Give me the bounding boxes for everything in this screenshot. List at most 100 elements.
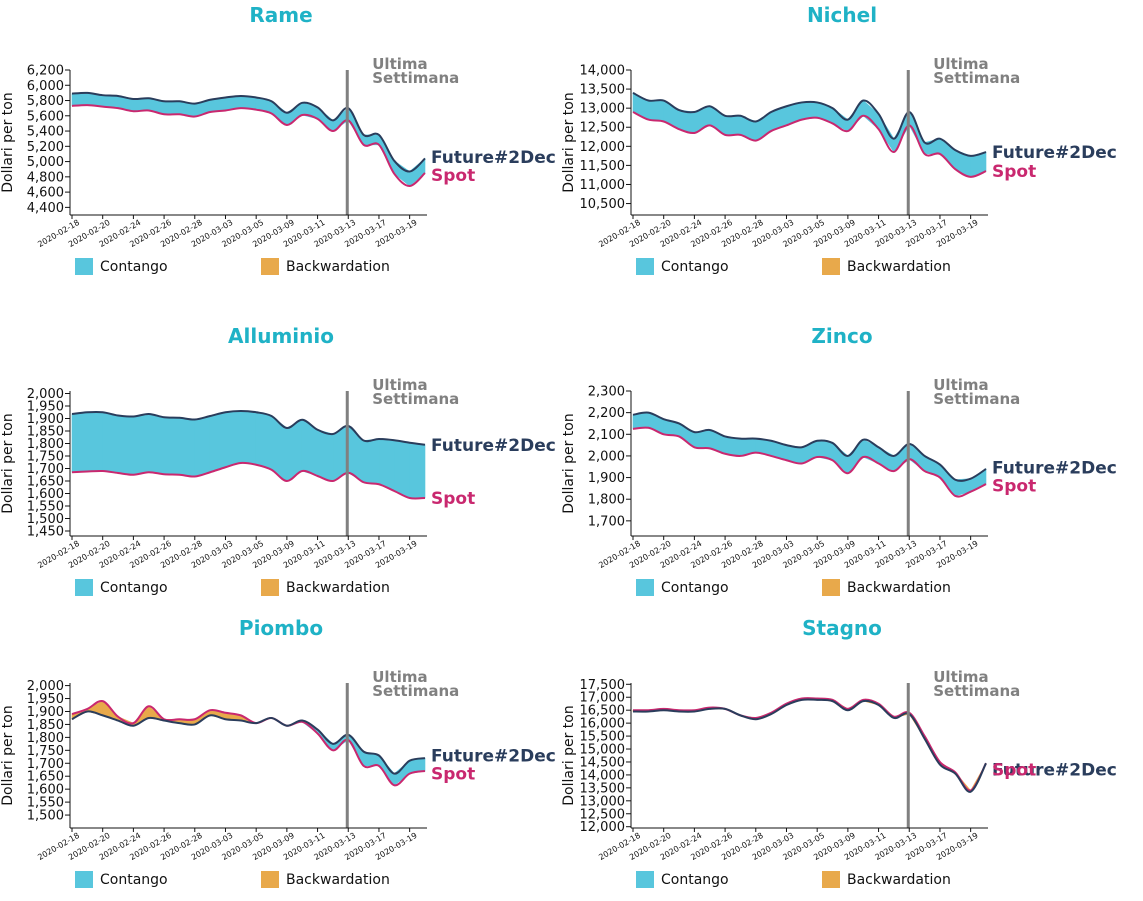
spot-line	[632, 426, 987, 498]
y-tick-label: 1,600	[27, 783, 64, 798]
y-tick-label: 1,500	[27, 809, 64, 824]
future-series-label: Future#2Dec	[431, 148, 556, 168]
contango-area	[102, 411, 119, 474]
legend-backwardation-swatch	[822, 871, 840, 888]
y-tick-label: 1,900	[27, 412, 64, 427]
spot-line	[632, 111, 987, 178]
y-tick-label: 1,700	[588, 514, 625, 529]
future-line	[71, 409, 426, 446]
y-axis-label: Dollari per ton	[561, 413, 577, 513]
y-tick-label: 17,000	[580, 691, 626, 706]
legend-backwardation-label: Backwardation	[847, 580, 951, 596]
chart-title: Alluminio	[228, 324, 334, 348]
y-axis-label: Dollari per ton	[561, 92, 577, 192]
y-tick-label: 1,650	[27, 770, 64, 785]
settimana-label: Settimana	[372, 69, 459, 87]
contango-area	[317, 429, 334, 482]
y-tick-label: 1,700	[27, 462, 64, 477]
contango-area	[87, 411, 103, 472]
settimana-label: Settimana	[372, 682, 459, 700]
y-tick-label: 5,400	[27, 125, 64, 140]
y-tick-label: 1,800	[27, 731, 64, 746]
y-tick-label: 1,450	[27, 525, 64, 540]
settimana-label: Settimana	[372, 390, 459, 408]
contango-area	[394, 439, 410, 499]
contango-area	[648, 100, 664, 122]
ultima-label: Ultima	[372, 668, 427, 686]
y-tick-label: 5,000	[27, 155, 64, 170]
y-tick-label: 1,600	[27, 487, 64, 502]
y-tick-label: 14,000	[580, 768, 626, 783]
contango-area	[133, 413, 150, 476]
contango-area	[908, 111, 925, 155]
y-tick-label: 10,500	[580, 197, 626, 212]
future-line	[632, 411, 987, 482]
y-tick-label: 16,500	[580, 704, 626, 719]
spot-series-label: Spot	[992, 162, 1036, 182]
contango-area	[71, 411, 88, 473]
y-tick-label: 1,550	[27, 796, 64, 811]
y-tick-label: 1,950	[27, 400, 64, 415]
y-tick-label: 1,800	[588, 493, 625, 508]
y-tick-label: 12,500	[580, 121, 626, 136]
y-axis-label: Dollari per ton	[0, 92, 16, 192]
y-tick-label: 2,000	[27, 679, 64, 694]
y-axis-label: Dollari per ton	[561, 705, 577, 805]
legend-contango-label: Contango	[661, 580, 729, 596]
y-tick-label: 14,000	[580, 64, 626, 79]
y-axis-label: Dollari per ton	[0, 705, 16, 805]
ultima-label: Ultima	[933, 376, 988, 394]
y-tick-label: 13,500	[580, 83, 626, 98]
y-tick-label: 1,700	[27, 757, 64, 772]
legend-contango-swatch	[75, 871, 93, 888]
spot-series-label: Spot	[431, 765, 475, 785]
y-tick-label: 1,850	[27, 425, 64, 440]
legend-contango-label: Contango	[661, 872, 729, 888]
contango-area	[240, 410, 257, 466]
y-tick-label: 1,900	[588, 471, 625, 486]
y-tick-label: 2,000	[588, 449, 625, 464]
chart-title: Stagno	[802, 616, 882, 640]
spot-line	[71, 700, 426, 787]
future-series-label: Future#2Dec	[431, 436, 556, 456]
legend-contango-label: Contango	[100, 580, 168, 596]
y-tick-label: 5,600	[27, 109, 64, 124]
future-line	[71, 91, 426, 173]
contango-area	[133, 97, 150, 112]
legend-backwardation-swatch	[261, 258, 279, 275]
y-tick-label: 1,850	[27, 718, 64, 733]
y-tick-label: 13,500	[580, 781, 626, 796]
chart-title: Piombo	[239, 616, 323, 640]
chart-title: Rame	[249, 3, 312, 27]
spot-line	[71, 461, 426, 500]
y-tick-label: 1,800	[27, 437, 64, 452]
ultima-label: Ultima	[933, 668, 988, 686]
contango-area	[255, 411, 272, 471]
ultima-label: Ultima	[372, 55, 427, 73]
y-tick-label: 11,500	[580, 159, 626, 174]
y-tick-label: 1,900	[27, 705, 64, 720]
legend-backwardation-label: Backwardation	[286, 580, 390, 596]
ultima-label: Ultima	[372, 376, 427, 394]
y-tick-label: 14,500	[580, 755, 626, 770]
contango-area	[409, 442, 426, 499]
future-series-label: Future#2Dec	[992, 760, 1117, 780]
y-tick-label: 17,500	[580, 678, 626, 693]
y-tick-label: 12,000	[580, 820, 626, 835]
legend-backwardation-swatch	[261, 579, 279, 596]
contango-area	[847, 438, 864, 474]
contango-area	[347, 107, 364, 146]
spot-series-label: Spot	[431, 166, 475, 186]
chart-title: Nichel	[807, 3, 877, 27]
contango-area	[163, 100, 180, 115]
legend-backwardation-swatch	[261, 871, 279, 888]
legend-backwardation-label: Backwardation	[847, 259, 951, 275]
spot-line	[71, 104, 426, 188]
legend-contango-swatch	[636, 579, 654, 596]
future-series-label: Future#2Dec	[992, 143, 1117, 163]
